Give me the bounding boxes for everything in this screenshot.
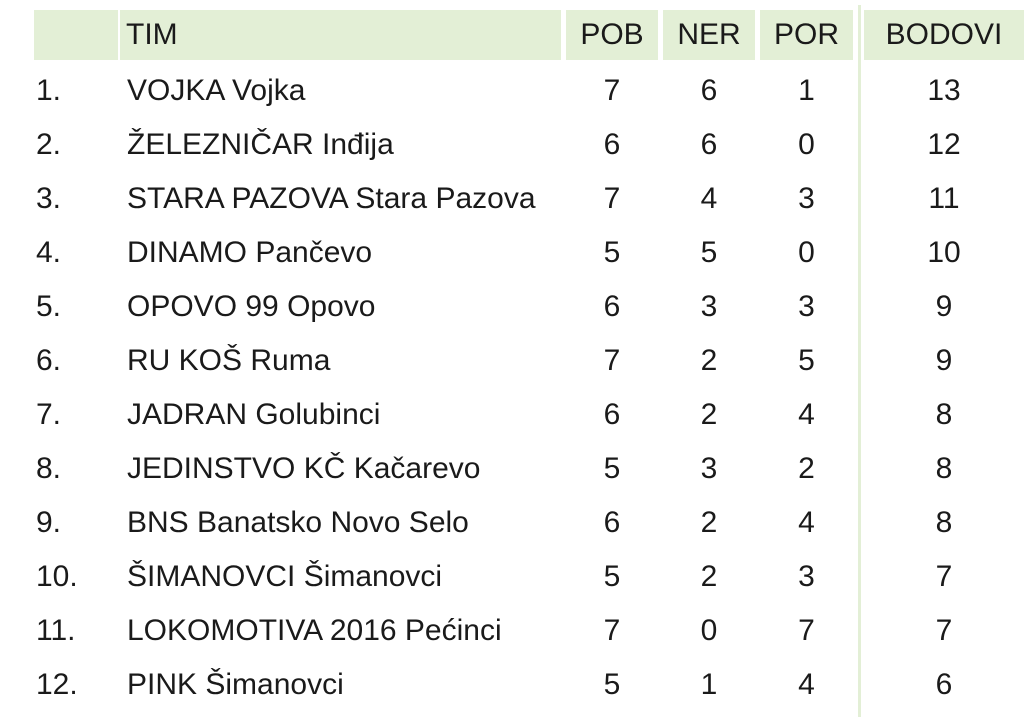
row-bodovi: 8 <box>935 506 953 539</box>
table-row: 5. OPOVO 99 Opovo 6 3 3 9 <box>0 280 1024 334</box>
row-por: 4 <box>798 668 815 701</box>
row-por: 3 <box>798 560 815 593</box>
table-row: 1. VOJKA Vojka 7 6 1 13 <box>0 64 1024 118</box>
row-pob: 7 <box>603 182 621 215</box>
row-ner: 2 <box>700 560 718 593</box>
row-rank: 2. <box>36 128 62 161</box>
row-bodovi: 10 <box>927 236 961 269</box>
row-ner: 2 <box>700 344 718 377</box>
row-por: 3 <box>798 182 815 215</box>
row-pob: 6 <box>603 290 621 323</box>
table-row: 4. DINAMO Pančevo 5 5 0 10 <box>0 226 1024 280</box>
row-pob: 5 <box>603 236 621 269</box>
row-pob: 6 <box>603 506 621 539</box>
row-team: JADRAN Golubinci <box>127 398 381 431</box>
row-bodovi: 6 <box>935 668 953 701</box>
row-por: 2 <box>798 452 815 485</box>
row-ner: 5 <box>700 236 718 269</box>
row-ner: 2 <box>700 398 718 431</box>
row-rank: 9. <box>36 506 62 539</box>
row-rank: 4. <box>36 236 62 269</box>
row-team: VOJKA Vojka <box>127 74 306 107</box>
row-pob: 5 <box>603 668 621 701</box>
row-pob: 6 <box>603 398 621 431</box>
row-pob: 5 <box>603 452 621 485</box>
table-row: 12. PINK Šimanovci 5 1 4 6 <box>0 658 1024 712</box>
row-pob: 5 <box>603 560 621 593</box>
row-bodovi: 9 <box>935 290 953 323</box>
row-bodovi: 8 <box>935 452 953 485</box>
header-ner: NER <box>663 10 755 60</box>
table-row: 7. JADRAN Golubinci 6 2 4 8 <box>0 388 1024 442</box>
row-por: 0 <box>798 236 815 269</box>
table-row: 2. ŽELEZNIČAR Inđija 6 6 0 12 <box>0 118 1024 172</box>
row-ner: 3 <box>700 452 718 485</box>
row-team: ŠIMANOVCI Šimanovci <box>127 560 443 593</box>
row-ner: 6 <box>700 128 718 161</box>
row-bodovi: 7 <box>935 560 953 593</box>
row-team: DINAMO Pančevo <box>127 236 373 269</box>
table-row: 9. BNS Banatsko Novo Selo 6 2 4 8 <box>0 496 1024 550</box>
row-team: STARA PAZOVA Stara Pazova <box>127 182 536 215</box>
row-team: LOKOMOTIVA 2016 Pećinci <box>127 614 502 647</box>
row-rank: 1. <box>36 74 62 107</box>
row-bodovi: 11 <box>928 182 960 215</box>
row-rank: 11. <box>36 614 76 647</box>
row-ner: 2 <box>700 506 718 539</box>
row-team: PINK Šimanovci <box>127 668 344 701</box>
column-divider <box>858 5 861 717</box>
header-tim: TIM <box>120 10 561 60</box>
row-por: 3 <box>798 290 815 323</box>
row-rank: 7. <box>36 398 62 431</box>
row-por: 4 <box>798 398 815 431</box>
header-bodovi: BODOVI <box>864 10 1024 60</box>
row-bodovi: 9 <box>935 344 953 377</box>
row-rank: 12. <box>36 668 78 701</box>
row-por: 1 <box>798 74 815 107</box>
table-row: 3. STARA PAZOVA Stara Pazova 7 4 3 11 <box>0 172 1024 226</box>
row-por: 7 <box>798 614 815 647</box>
row-bodovi: 8 <box>935 398 953 431</box>
row-rank: 8. <box>36 452 62 485</box>
header-por: POR <box>760 10 853 60</box>
row-ner: 1 <box>700 668 718 701</box>
row-ner: 4 <box>700 182 718 215</box>
row-bodovi: 13 <box>927 74 961 107</box>
row-rank: 10. <box>36 560 78 593</box>
row-por: 4 <box>798 506 815 539</box>
table-row: 11. LOKOMOTIVA 2016 Pećinci 7 0 7 7 <box>0 604 1024 658</box>
row-por: 0 <box>798 128 815 161</box>
row-team: BNS Banatsko Novo Selo <box>127 506 469 539</box>
row-pob: 7 <box>603 344 621 377</box>
row-ner: 6 <box>700 74 718 107</box>
table-row: 8. JEDINSTVO KČ Kačarevo 5 3 2 8 <box>0 442 1024 496</box>
row-pob: 7 <box>603 74 621 107</box>
row-team: JEDINSTVO KČ Kačarevo <box>127 452 481 485</box>
row-por: 5 <box>798 344 815 377</box>
row-rank: 5. <box>36 290 62 323</box>
table-row: 10. ŠIMANOVCI Šimanovci 5 2 3 7 <box>0 550 1024 604</box>
header-rank <box>34 10 118 60</box>
header-pob: POB <box>566 10 658 60</box>
row-team: OPOVO 99 Opovo <box>127 290 376 323</box>
row-bodovi: 7 <box>935 614 953 647</box>
row-bodovi: 12 <box>927 128 961 161</box>
table-row: 6. RU KOŠ Ruma 7 2 5 9 <box>0 334 1024 388</box>
row-team: RU KOŠ Ruma <box>127 344 331 377</box>
row-ner: 0 <box>700 614 718 647</box>
row-pob: 6 <box>603 128 621 161</box>
row-rank: 6. <box>36 344 62 377</box>
row-team: ŽELEZNIČAR Inđija <box>127 128 394 161</box>
row-rank: 3. <box>36 182 62 215</box>
row-pob: 7 <box>603 614 621 647</box>
row-ner: 3 <box>700 290 718 323</box>
